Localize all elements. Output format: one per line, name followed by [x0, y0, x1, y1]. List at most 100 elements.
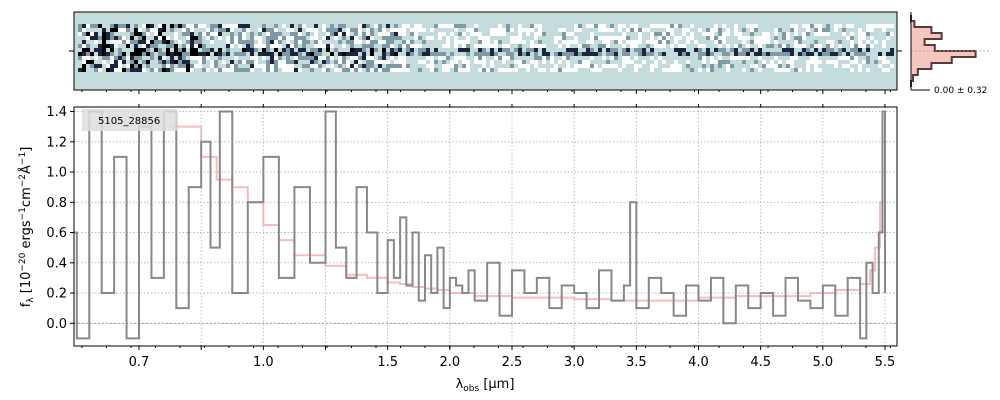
heatmap-cell — [746, 68, 750, 72]
heatmap-cell — [670, 68, 674, 72]
heatmap-cell — [206, 52, 210, 56]
heatmap-cell — [334, 68, 338, 72]
heatmap-cell — [818, 52, 822, 56]
heatmap-cell — [630, 40, 634, 44]
heatmap-cell — [286, 52, 290, 56]
heatmap-cell — [330, 60, 334, 64]
heatmap-cell — [138, 32, 142, 36]
heatmap-cell — [378, 32, 382, 36]
heatmap-cell — [142, 44, 146, 48]
heatmap-cell — [522, 64, 526, 68]
heatmap-cell — [874, 48, 878, 52]
heatmap-cell — [342, 28, 346, 32]
heatmap-cell — [886, 36, 890, 40]
heatmap-cell — [706, 40, 710, 44]
heatmap-cell — [322, 28, 326, 32]
heatmap-cell — [102, 68, 106, 72]
heatmap-cell — [682, 68, 686, 72]
heatmap-cell — [230, 36, 234, 40]
heatmap-cell — [378, 56, 382, 60]
heatmap-cell — [174, 40, 178, 44]
heatmap-cell — [114, 32, 118, 36]
heatmap-cell — [290, 32, 294, 36]
heatmap-cell — [550, 68, 554, 72]
heatmap-cell — [758, 68, 762, 72]
heatmap-cell — [442, 52, 446, 56]
heatmap-cell — [858, 56, 862, 60]
heatmap-cell — [254, 24, 258, 28]
heatmap-cell — [298, 48, 302, 52]
heatmap-cell — [226, 48, 230, 52]
heatmap-cell — [602, 68, 606, 72]
heatmap-cell — [190, 48, 194, 52]
heatmap-cell — [390, 40, 394, 44]
heatmap-cell — [114, 60, 118, 64]
heatmap-cell — [162, 40, 166, 44]
heatmap-cell — [498, 48, 502, 52]
heatmap-cell — [494, 52, 498, 56]
heatmap-cell — [706, 44, 710, 48]
heatmap-cell — [770, 36, 774, 40]
heatmap-cell — [262, 68, 266, 72]
heatmap-cell — [122, 56, 126, 60]
heatmap-cell — [114, 68, 118, 72]
heatmap-cell — [622, 32, 626, 36]
heatmap-cell — [794, 40, 798, 44]
heatmap-cell — [382, 52, 386, 56]
heatmap-cell — [338, 64, 342, 68]
heatmap-cell — [882, 32, 886, 36]
heatmap-cell — [98, 60, 102, 64]
heatmap-cell — [470, 32, 474, 36]
heatmap-cell — [458, 68, 462, 72]
heatmap-cell — [826, 60, 830, 64]
heatmap-cell — [566, 44, 570, 48]
heatmap-cell — [146, 48, 150, 52]
heatmap-cell — [870, 56, 874, 60]
heatmap-cell — [122, 52, 126, 56]
heatmap-cell — [154, 44, 158, 48]
heatmap-cell — [402, 36, 406, 40]
heatmap-cell — [682, 52, 686, 56]
heatmap-cell — [418, 60, 422, 64]
heatmap-cell — [862, 48, 866, 52]
heatmap-cell — [346, 48, 350, 52]
heatmap-cell — [178, 52, 182, 56]
heatmap-cell — [522, 28, 526, 32]
heatmap-cell — [258, 32, 262, 36]
heatmap-cell — [730, 68, 734, 72]
heatmap-cell — [350, 32, 354, 36]
heatmap-cell — [294, 24, 298, 28]
heatmap-cell — [418, 36, 422, 40]
heatmap-cell — [862, 60, 866, 64]
heatmap-cell — [110, 48, 114, 52]
heatmap-cell — [486, 44, 490, 48]
heatmap-cell — [526, 40, 530, 44]
heatmap-cell — [798, 40, 802, 44]
heatmap-cell — [690, 60, 694, 64]
heatmap-cell — [334, 56, 338, 60]
heatmap-cell — [538, 32, 542, 36]
heatmap-cell — [774, 64, 778, 68]
heatmap-cell — [742, 68, 746, 72]
heatmap-cell — [126, 60, 130, 64]
heatmap-cell — [878, 28, 882, 32]
heatmap-cell — [354, 56, 358, 60]
heatmap-cell — [578, 36, 582, 40]
heatmap-cell — [362, 68, 366, 72]
heatmap-cell — [234, 40, 238, 44]
heatmap-cell — [770, 68, 774, 72]
heatmap-cell — [650, 24, 654, 28]
heatmap-cell — [606, 68, 610, 72]
heatmap-cell — [810, 48, 814, 52]
heatmap-cell — [718, 24, 722, 28]
heatmap-cell — [106, 24, 110, 28]
heatmap-cell — [162, 64, 166, 68]
heatmap-cell — [870, 48, 874, 52]
heatmap-cell — [642, 48, 646, 52]
heatmap-cell — [306, 28, 310, 32]
heatmap-cell — [222, 40, 226, 44]
heatmap-cell — [710, 64, 714, 68]
heatmap-cell — [186, 40, 190, 44]
heatmap-cell — [446, 40, 450, 44]
heatmap-cell — [546, 56, 550, 60]
